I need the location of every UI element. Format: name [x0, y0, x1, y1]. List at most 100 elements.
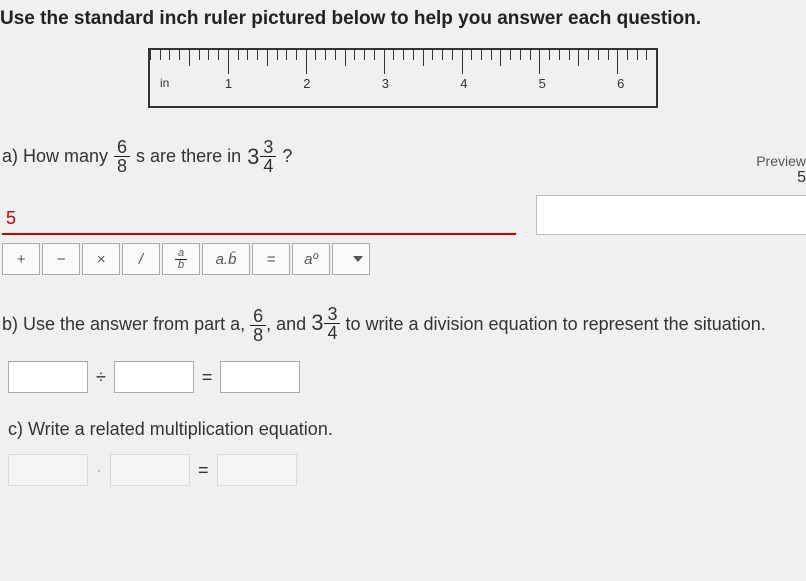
tool-degree[interactable]: aº: [292, 243, 330, 275]
ruler-tick: [413, 50, 423, 60]
tool-repeating[interactable]: a.b̄: [202, 243, 250, 275]
ruler-number: 5: [539, 76, 546, 91]
ruler-tick: [238, 50, 248, 60]
ruler-tick: [228, 50, 238, 74]
part-b-sep: , and: [266, 314, 306, 334]
ruler-number: 2: [303, 76, 310, 91]
mixed-num: 3: [260, 138, 276, 157]
frac-den-b: 8: [250, 326, 266, 344]
ruler: in 1 2 3 4 5 6: [148, 48, 658, 108]
dot-symbol: ·: [96, 460, 102, 481]
ruler-tick: [335, 50, 345, 60]
mixed-den: 4: [260, 157, 276, 175]
ruler-unit-label: in: [160, 76, 169, 90]
ruler-number: 6: [617, 76, 624, 91]
ruler-tick: [393, 50, 403, 60]
equals-symbol: =: [202, 367, 213, 388]
ruler-tick: [530, 50, 540, 60]
ruler-number: 3: [382, 76, 389, 91]
eq-box-c3[interactable]: [217, 454, 297, 486]
ruler-tick: [384, 50, 394, 74]
math-toolbar: + − × / ab a.b̄ = aº: [0, 243, 806, 275]
ruler-tick: [169, 50, 179, 60]
fraction-6-8: 6 8: [114, 138, 130, 175]
ruler-tick: [471, 50, 481, 60]
ruler-tick: [354, 50, 364, 60]
tool-equals[interactable]: =: [252, 243, 290, 275]
ruler-tick: [637, 50, 647, 60]
ruler-tick: [208, 50, 218, 60]
eq-box-quotient[interactable]: [220, 361, 300, 393]
ruler-tick: [617, 50, 627, 74]
part-b-prefix: b) Use the answer from part a,: [2, 314, 245, 334]
ruler-number: 1: [225, 76, 232, 91]
ruler-tick: [500, 50, 510, 66]
ruler-tick: [423, 50, 433, 66]
tool-divide[interactable]: /: [122, 243, 160, 275]
frac-denominator: 8: [114, 157, 130, 175]
ruler-tick: [257, 50, 267, 60]
mixed-whole: 3: [247, 144, 259, 170]
ruler-container: in 1 2 3 4 5 6: [0, 48, 806, 108]
mixed-b: 3 3 4: [311, 299, 340, 347]
ruler-tick: [510, 50, 520, 60]
eq-box-c1[interactable]: [8, 454, 88, 486]
preview-label: Preview: [756, 153, 806, 169]
eq-box-c2[interactable]: [110, 454, 190, 486]
mixed-num-b: 3: [324, 305, 340, 324]
part-a-suffix: ?: [282, 146, 292, 167]
tool-fraction[interactable]: ab: [162, 243, 200, 275]
mixed-3-3-4: 3 3 4: [247, 138, 276, 175]
preview-value: 5: [756, 169, 806, 187]
ruler-tick: [189, 50, 199, 66]
part-a-mid: s are there in: [136, 146, 241, 167]
ruler-tick: [218, 50, 228, 60]
fraction-6-8-b: 6 8: [250, 307, 266, 344]
tool-plus[interactable]: +: [2, 243, 40, 275]
question-a: a) How many 6 8 s are there in 3 3 4 ?: [0, 138, 806, 175]
ruler-tick: [345, 50, 355, 66]
ruler-tick: [588, 50, 598, 60]
part-a-prefix: a) How many: [2, 146, 108, 167]
ruler-tick: [598, 50, 608, 60]
part-b-suffix: to write a division equation to represen…: [345, 314, 765, 334]
ruler-tick: [481, 50, 491, 60]
ruler-tick: [277, 50, 287, 60]
ruler-tick: [559, 50, 569, 60]
tool-dropdown[interactable]: [332, 243, 370, 275]
ruler-tick: [267, 50, 277, 66]
ruler-tick: [325, 50, 335, 60]
division-equation-row: ÷ =: [0, 361, 806, 393]
eq-box-divisor[interactable]: [114, 361, 194, 393]
tool-minus[interactable]: −: [42, 243, 80, 275]
ruler-tick: [569, 50, 579, 60]
ruler-tick: [520, 50, 530, 60]
answer-input-a[interactable]: [2, 204, 516, 235]
ruler-tick: [150, 50, 160, 60]
ruler-tick: [462, 50, 472, 74]
ruler-tick: [608, 50, 618, 60]
ruler-tick: [491, 50, 501, 60]
preview-box: [536, 195, 806, 235]
ruler-tick: [374, 50, 384, 60]
ruler-tick: [306, 50, 316, 74]
frac-num-b: 6: [250, 307, 266, 326]
ruler-tick: [549, 50, 559, 60]
ruler-tick: [432, 50, 442, 60]
instruction-text: Use the standard inch ruler pictured bel…: [0, 8, 806, 30]
eq-box-dividend[interactable]: [8, 361, 88, 393]
ruler-tick: [452, 50, 462, 60]
ruler-number: 4: [460, 76, 467, 91]
ruler-tick: [296, 50, 306, 60]
tool-times[interactable]: ×: [82, 243, 120, 275]
frac-numerator: 6: [114, 138, 130, 157]
divide-symbol: ÷: [96, 367, 106, 388]
ruler-tick: [179, 50, 189, 60]
equals-symbol-c: =: [198, 460, 209, 481]
chevron-down-icon: [353, 256, 363, 262]
mixed-den-b: 4: [324, 324, 340, 342]
ruler-tick: [160, 50, 170, 60]
ruler-tick: [646, 50, 656, 60]
ruler-tick: [539, 50, 549, 74]
question-b: b) Use the answer from part a, 6 8 , and…: [0, 299, 806, 347]
